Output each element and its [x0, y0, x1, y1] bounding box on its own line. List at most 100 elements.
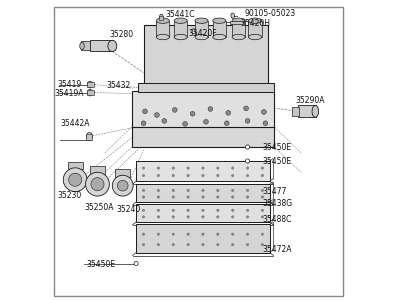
Ellipse shape [156, 18, 169, 23]
Circle shape [217, 189, 219, 192]
Circle shape [217, 233, 219, 236]
Circle shape [261, 189, 264, 192]
Circle shape [172, 189, 174, 192]
Ellipse shape [195, 34, 208, 40]
Circle shape [172, 107, 177, 112]
Ellipse shape [312, 105, 318, 117]
Circle shape [63, 168, 87, 192]
FancyBboxPatch shape [156, 21, 169, 37]
Circle shape [261, 233, 264, 236]
Circle shape [142, 167, 145, 169]
Circle shape [187, 174, 189, 177]
FancyBboxPatch shape [90, 40, 112, 51]
FancyBboxPatch shape [232, 21, 245, 37]
Circle shape [217, 216, 219, 218]
Circle shape [143, 109, 147, 114]
FancyBboxPatch shape [87, 90, 94, 95]
FancyBboxPatch shape [132, 127, 274, 147]
Circle shape [262, 110, 266, 114]
Ellipse shape [195, 18, 208, 23]
Circle shape [172, 216, 174, 218]
Circle shape [157, 243, 160, 246]
Text: 90105-05023: 90105-05023 [244, 9, 296, 18]
Circle shape [232, 233, 234, 236]
Text: 35477: 35477 [262, 187, 287, 196]
FancyBboxPatch shape [144, 25, 268, 85]
Text: 35438G: 35438G [262, 199, 292, 208]
Circle shape [261, 196, 264, 198]
FancyBboxPatch shape [195, 21, 208, 37]
Ellipse shape [213, 34, 226, 40]
Circle shape [261, 174, 264, 177]
Circle shape [157, 216, 160, 218]
Circle shape [246, 159, 250, 163]
Circle shape [217, 167, 219, 169]
Circle shape [157, 189, 160, 192]
Circle shape [202, 167, 204, 169]
FancyBboxPatch shape [132, 91, 274, 128]
Circle shape [187, 196, 189, 198]
Circle shape [246, 209, 249, 212]
Text: 35488C: 35488C [262, 215, 292, 224]
Circle shape [172, 243, 174, 246]
Circle shape [202, 209, 204, 212]
Circle shape [261, 243, 264, 246]
Circle shape [202, 189, 204, 192]
Circle shape [246, 167, 249, 169]
Circle shape [204, 119, 208, 124]
Circle shape [187, 167, 189, 169]
Circle shape [172, 209, 174, 212]
Circle shape [191, 29, 196, 34]
Circle shape [142, 209, 145, 212]
Circle shape [86, 172, 109, 196]
Text: 35420F: 35420F [188, 29, 217, 38]
Circle shape [232, 167, 234, 169]
Text: 35290A: 35290A [295, 96, 325, 105]
FancyBboxPatch shape [68, 162, 82, 169]
FancyBboxPatch shape [90, 166, 105, 174]
Circle shape [142, 174, 145, 177]
FancyBboxPatch shape [174, 21, 187, 37]
Ellipse shape [232, 34, 245, 40]
Circle shape [232, 216, 234, 218]
Circle shape [142, 233, 145, 236]
Circle shape [263, 121, 268, 126]
Circle shape [142, 189, 145, 192]
Ellipse shape [160, 14, 163, 20]
FancyBboxPatch shape [159, 16, 164, 20]
FancyBboxPatch shape [138, 83, 274, 92]
Ellipse shape [174, 18, 187, 23]
Circle shape [190, 111, 195, 116]
Text: 35441C: 35441C [166, 10, 195, 19]
Text: 35420H: 35420H [240, 19, 270, 28]
Circle shape [142, 243, 145, 246]
Circle shape [172, 196, 174, 198]
Circle shape [112, 175, 133, 196]
Circle shape [172, 174, 174, 177]
Text: 35442A: 35442A [60, 119, 90, 128]
Ellipse shape [232, 18, 245, 23]
Ellipse shape [213, 18, 226, 23]
Text: 35419: 35419 [57, 80, 82, 89]
FancyBboxPatch shape [292, 107, 299, 116]
Circle shape [134, 262, 138, 266]
Ellipse shape [80, 42, 84, 50]
Circle shape [246, 189, 249, 192]
Circle shape [142, 196, 145, 198]
Circle shape [246, 145, 250, 149]
Text: 35250A: 35250A [84, 203, 114, 212]
Ellipse shape [108, 40, 117, 52]
Circle shape [246, 196, 249, 198]
Circle shape [187, 233, 189, 236]
FancyBboxPatch shape [87, 82, 94, 87]
Circle shape [172, 233, 174, 236]
Circle shape [202, 233, 204, 236]
Circle shape [157, 167, 160, 169]
Circle shape [246, 243, 249, 246]
Ellipse shape [87, 81, 93, 88]
FancyBboxPatch shape [136, 224, 270, 253]
Ellipse shape [156, 34, 169, 40]
Text: 35280: 35280 [109, 30, 134, 39]
Circle shape [157, 196, 160, 198]
Ellipse shape [86, 133, 92, 141]
